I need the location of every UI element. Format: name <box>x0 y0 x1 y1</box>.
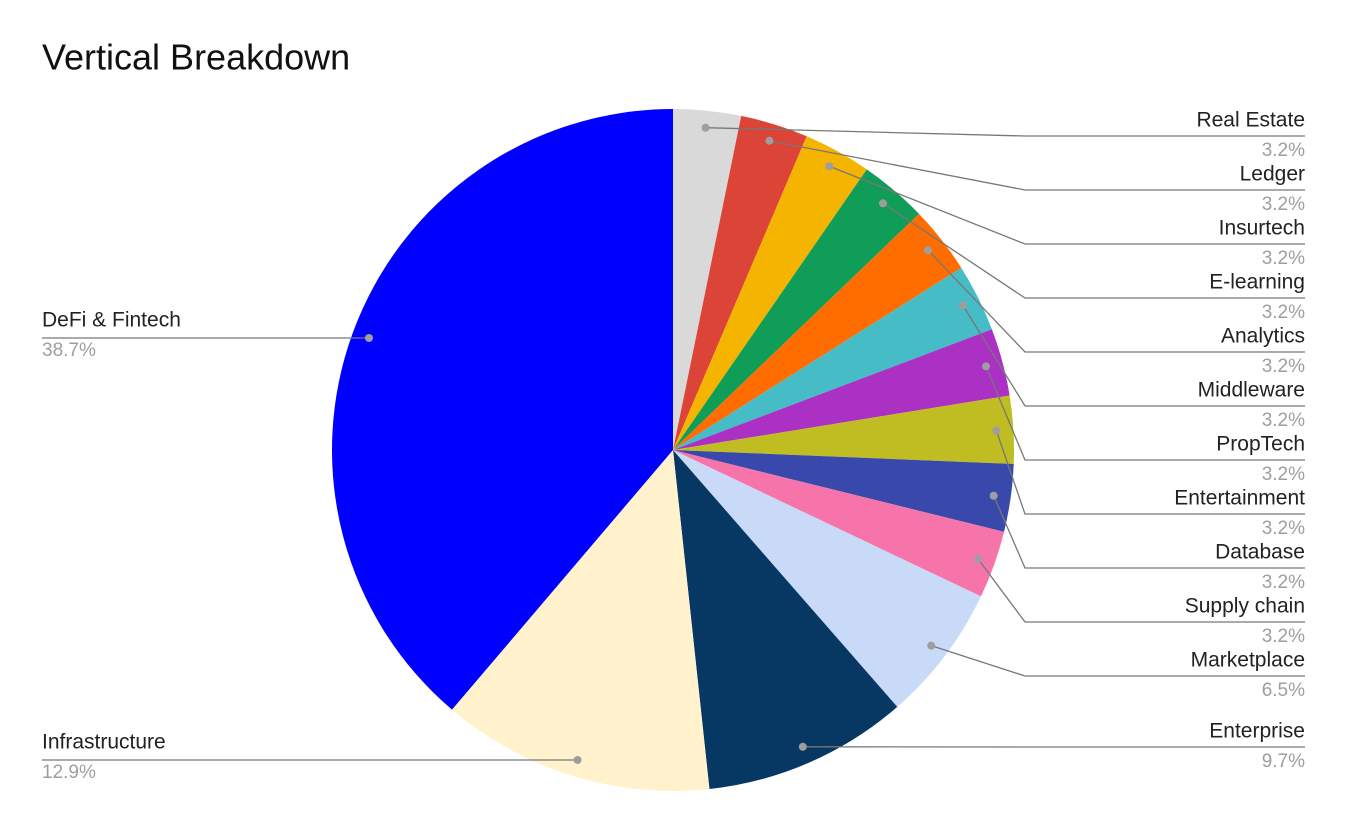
slice-value: 12.9% <box>42 762 96 783</box>
leader-line <box>930 645 1305 677</box>
slice-label: Marketplace <box>1191 649 1305 672</box>
slice-value: 3.2% <box>1262 572 1305 593</box>
slice-label: Entertainment <box>1174 487 1305 510</box>
pie-slice <box>451 450 710 791</box>
leader-line <box>829 165 1305 245</box>
leader-line <box>977 558 1305 623</box>
slice-label: Supply chain <box>1185 595 1305 618</box>
slice-value: 9.7% <box>1262 751 1305 772</box>
leader-dot <box>927 641 936 650</box>
leader-line <box>927 249 1305 353</box>
pie-slice <box>673 450 981 707</box>
pie-slice <box>673 213 962 450</box>
slice-value: 3.2% <box>1262 248 1305 269</box>
pie-slice <box>673 115 807 450</box>
leader-dot <box>958 301 967 310</box>
slice-label: DeFi & Fintech <box>42 309 181 332</box>
leader-dot <box>974 554 983 563</box>
leader-dot <box>825 162 834 171</box>
pie-slice <box>673 450 1014 532</box>
slice-label: PropTech <box>1216 433 1305 456</box>
pie-slice <box>673 267 992 450</box>
leader-line <box>705 127 1305 137</box>
pie-slice <box>673 329 1010 450</box>
leader-dot <box>989 491 998 500</box>
pie-slice <box>673 109 742 450</box>
leader-dot <box>573 756 582 764</box>
slice-value: 3.2% <box>1262 356 1305 377</box>
leader-dot <box>798 742 807 751</box>
pie-slice <box>673 450 1005 597</box>
chart-title: Vertical Breakdown <box>42 37 350 78</box>
leader-dot <box>878 199 887 208</box>
leader-line <box>993 495 1305 569</box>
leader-dot <box>701 123 710 132</box>
leader-dot <box>992 426 1001 435</box>
slice-label: Database <box>1215 541 1305 564</box>
leader-line <box>995 430 1305 515</box>
slice-value: 6.5% <box>1262 680 1305 701</box>
leader-dot <box>364 334 373 342</box>
slice-label: Ledger <box>1240 163 1305 186</box>
slice-label: Analytics <box>1221 325 1305 348</box>
slice-label: Real Estate <box>1196 109 1305 132</box>
pie-slice <box>673 136 867 450</box>
leader-line <box>769 140 1305 191</box>
slice-label: Insurtech <box>1219 217 1305 240</box>
slice-value: 3.2% <box>1262 194 1305 215</box>
slice-value: 3.2% <box>1262 518 1305 539</box>
leader-dot <box>924 246 933 255</box>
leader-dot <box>981 362 990 371</box>
pie-slice <box>673 169 920 450</box>
leader-dot <box>765 136 774 145</box>
pie-slice <box>673 450 898 790</box>
slice-value: 3.2% <box>1262 140 1305 161</box>
slice-value: 3.2% <box>1262 302 1305 323</box>
slice-label: E-learning <box>1209 271 1305 294</box>
slice-value: 3.2% <box>1262 410 1305 431</box>
leader-line <box>985 366 1305 461</box>
pie-slice <box>332 108 673 710</box>
leader-line <box>882 202 1305 299</box>
slice-label: Middleware <box>1198 379 1305 402</box>
pie-slice <box>673 395 1015 464</box>
slice-label: Infrastructure <box>42 731 166 754</box>
slice-value: 38.7% <box>42 340 96 361</box>
slice-value: 3.2% <box>1262 464 1305 485</box>
slice-value: 3.2% <box>1262 626 1305 647</box>
slice-label: Enterprise <box>1209 720 1305 743</box>
leader-line <box>962 305 1305 407</box>
